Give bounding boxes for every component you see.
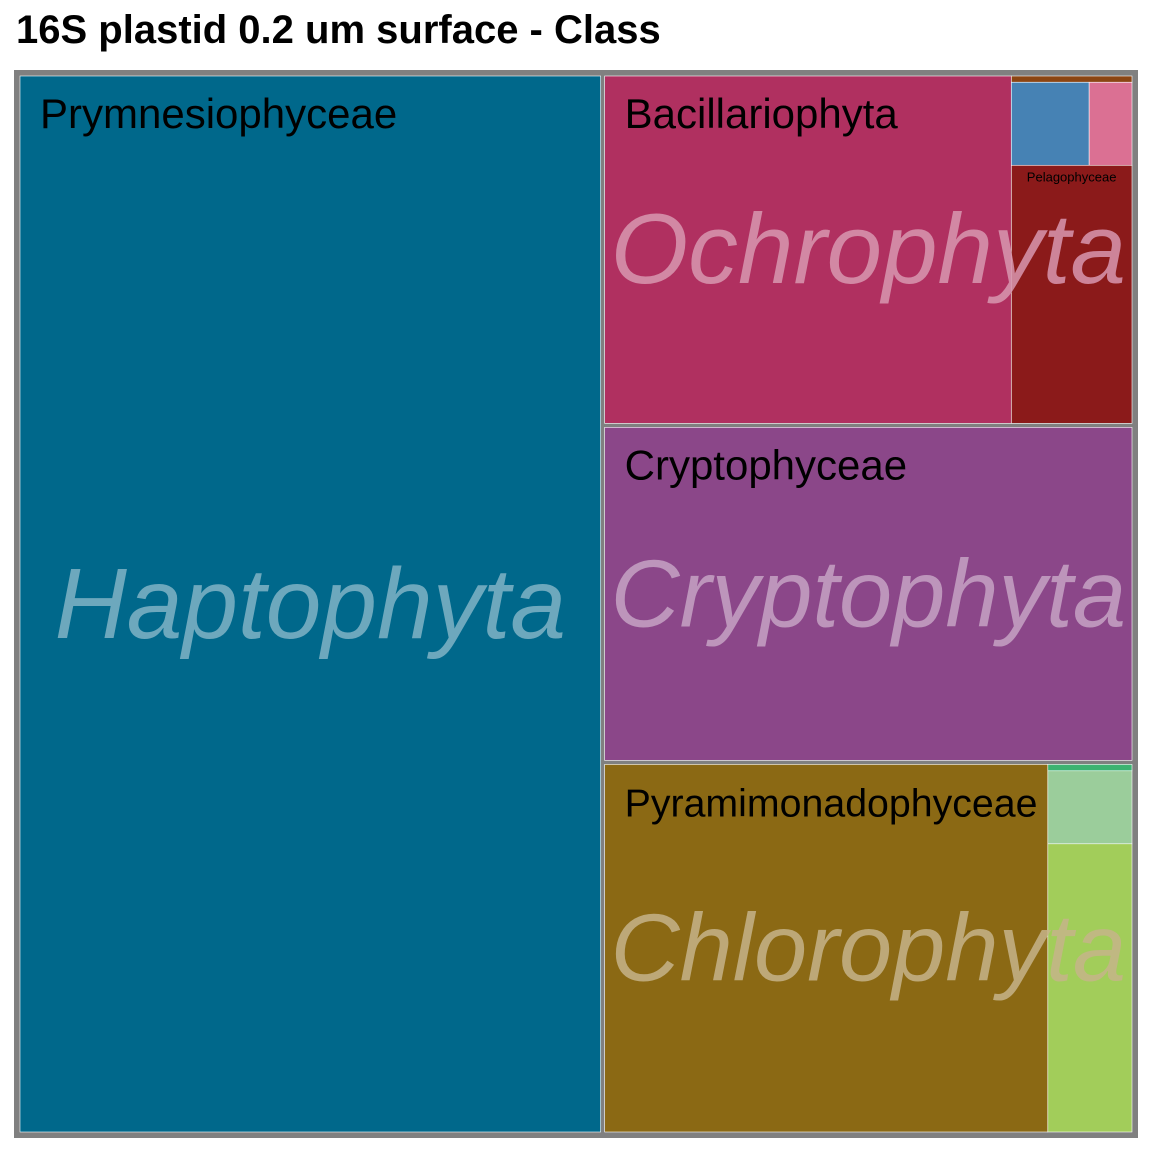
- class-label-prymnesiophyceae: Prymnesiophyceae: [40, 90, 397, 137]
- group-label-chlorophyta: Chlorophyta: [611, 895, 1126, 1002]
- haptophyta-class-prymnesiophyceae: [19, 75, 601, 1133]
- ochrophyta-class-pelagophyceae: [1010, 164, 1133, 424]
- ochrophyta-class-unlabeled-3: [1088, 81, 1133, 166]
- ochrophyta-class-unlabeled-4: [1010, 75, 1133, 83]
- chlorophyta-class-pyramimonadophyceae: [604, 764, 1049, 1133]
- class-label-bacillariophyta: Bacillariophyta: [625, 90, 899, 137]
- chart-title: 16S plastid 0.2 um surface - Class: [16, 8, 661, 52]
- chlorophyta-class-unlabeled-1: [1047, 843, 1133, 1133]
- group-label-haptophyta: Haptophyta: [55, 548, 566, 660]
- group-label-ochrophyta: Ochrophyta: [611, 194, 1126, 305]
- chlorophyta-class-unlabeled-2: [1047, 770, 1133, 845]
- class-label-cryptophyceae: Cryptophyceae: [625, 441, 908, 488]
- class-label-pelagophyceae: Pelagophyceae: [1027, 169, 1117, 184]
- group-label-cryptophyta: Cryptophyta: [611, 540, 1126, 647]
- chlorophyta-class-unlabeled-3: [1047, 764, 1133, 772]
- class-label-pyramimonadophyceae: Pyramimonadophyceae: [625, 781, 1038, 825]
- cryptophyta-class-cryptophyceae: [604, 427, 1133, 761]
- ochrophyta-class-unlabeled-2: [1010, 81, 1090, 166]
- ochrophyta-class-bacillariophyta: [604, 75, 1012, 424]
